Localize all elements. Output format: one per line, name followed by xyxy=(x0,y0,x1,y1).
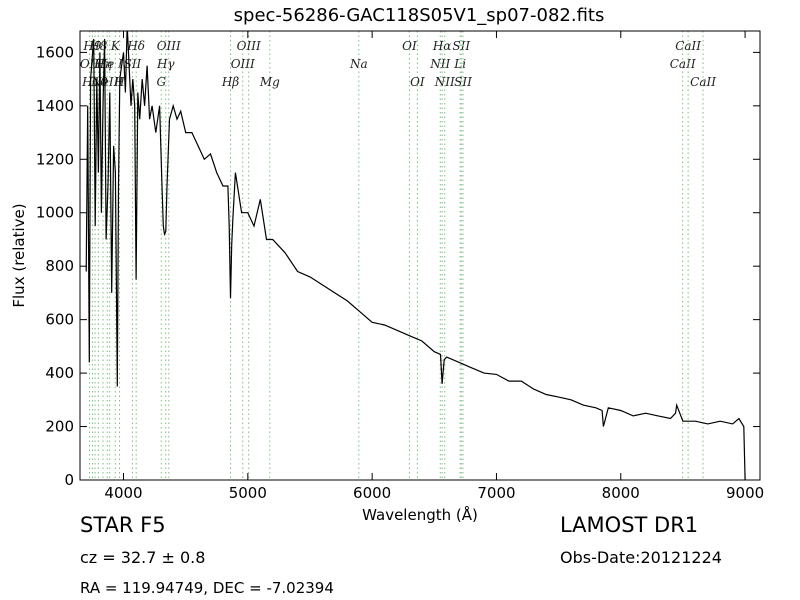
line-marker-label-10: Hδ xyxy=(126,39,145,53)
sky-coordinates: RA = 119.94749, DEC = -7.02394 xyxy=(80,579,334,597)
line-marker-label-27: CaII xyxy=(670,57,696,71)
x-tick-label-0: 4000 xyxy=(104,484,142,502)
line-marker-label-19: OI xyxy=(402,39,417,53)
spectrum-series xyxy=(85,31,746,480)
observation-date: Obs-Date:20121224 xyxy=(560,548,722,567)
y-tick-label-1: 200 xyxy=(45,418,74,436)
spectrum-line xyxy=(85,31,746,480)
line-marker-label-4: Hη xyxy=(93,57,112,71)
line-marker-label-6: He I xyxy=(96,57,123,71)
x-tick-label-3: 7000 xyxy=(477,484,515,502)
line-marker-label-20: OI xyxy=(410,75,425,89)
line-marker-label-14: Hβ xyxy=(221,75,239,89)
x-tick-label-4: 8000 xyxy=(602,484,640,502)
line-marker-label-16: OIII xyxy=(237,39,261,53)
y-axis-label: Flux (relative) xyxy=(10,203,28,307)
chart-title: spec-56286-GAC118S05V1_sp07-082.fits xyxy=(233,5,605,26)
line-marker-label-12: Hγ xyxy=(156,57,175,71)
survey-name: LAMOST DR1 xyxy=(560,513,699,537)
line-marker-label-18: Na xyxy=(349,57,368,71)
axis-ticks: 4000 5000 6000 7000 8000 9000 0 200 400 600 800 100… xyxy=(36,31,764,502)
line-marker-label-21: NII xyxy=(429,57,450,71)
y-tick-label-5: 1000 xyxy=(36,204,74,222)
line-marker-label-9: SII xyxy=(124,57,142,71)
y-tick-label-6: 1200 xyxy=(36,150,74,168)
redshift-value: cz = 32.7 ± 0.8 xyxy=(80,548,206,567)
line-marker-label-29: CaII xyxy=(690,75,716,89)
object-class: STAR F5 xyxy=(80,513,166,537)
line-marker-label-11: G xyxy=(157,75,167,89)
line-marker-label-22: Hα xyxy=(432,39,452,53)
y-tick-label-0: 0 xyxy=(64,471,74,489)
line-marker-label-15: OIII xyxy=(231,57,255,71)
line-marker-label-25: SII xyxy=(452,39,470,53)
y-tick-label-7: 1400 xyxy=(36,97,74,115)
line-marker-label-24: Li xyxy=(453,57,466,71)
line-marker-label-26: SII xyxy=(454,75,472,89)
y-tick-label-2: 400 xyxy=(45,364,74,382)
y-tick-label-3: 600 xyxy=(45,311,74,329)
line-marker-label-7: K xyxy=(110,39,121,53)
x-tick-label-5: 9000 xyxy=(726,484,764,502)
line-marker-label-13: OIII xyxy=(157,39,181,53)
line-marker-label-1: H9 xyxy=(82,39,101,53)
line-marker-label-28: CaII xyxy=(675,39,701,53)
line-marker-label-23: NII xyxy=(434,75,455,89)
x-tick-label-1: 5000 xyxy=(229,484,267,502)
x-tick-label-2: 6000 xyxy=(353,484,391,502)
x-axis-label: Wavelength (Å) xyxy=(362,505,478,524)
line-marker-label-17: Mg xyxy=(259,75,280,89)
plot-frame xyxy=(79,30,761,481)
y-tick-label-8: 1600 xyxy=(36,43,74,61)
y-tick-label-4: 800 xyxy=(45,257,74,275)
line-marker-label-2: H10 xyxy=(81,75,108,89)
